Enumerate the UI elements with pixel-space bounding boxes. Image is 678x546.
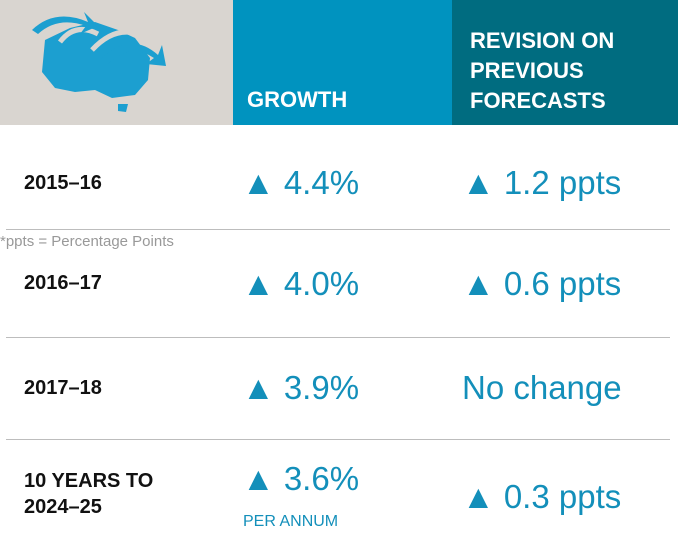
divider bbox=[6, 337, 670, 338]
revision-value: No change bbox=[462, 369, 622, 406]
growth-value: ▲ 4.0% bbox=[242, 265, 360, 302]
period: 2016–17 bbox=[24, 272, 102, 294]
divider bbox=[6, 229, 670, 230]
period: 10 YEARS TO 2024–25 bbox=[24, 470, 154, 518]
header-text: REVISION ON PREVIOUS FORECASTS bbox=[470, 28, 615, 113]
growth-header: GROWTH bbox=[233, 0, 452, 125]
divider bbox=[6, 439, 670, 440]
period: 2015–16 bbox=[24, 172, 102, 194]
footnote: *ppts = Percentage Points bbox=[0, 233, 174, 250]
australia-icon bbox=[32, 12, 166, 112]
revision-value: ▲ 1.2 ppts bbox=[462, 164, 622, 201]
revision-header: REVISION ON PREVIOUS FORECASTS bbox=[452, 0, 678, 125]
icon-cell bbox=[0, 0, 233, 125]
growth-value: ▲ 3.9% bbox=[242, 369, 360, 406]
revision-value: ▲ 0.6 ppts bbox=[462, 265, 622, 302]
growth-note: PER ANNUM bbox=[243, 513, 339, 530]
header-text: GROWTH bbox=[247, 87, 348, 112]
growth-value: ▲ 4.4% bbox=[242, 164, 360, 201]
period: 2017–18 bbox=[24, 377, 102, 399]
revision-value: ▲ 0.3 ppts bbox=[462, 478, 622, 515]
growth-value: ▲ 3.6% bbox=[242, 460, 360, 497]
